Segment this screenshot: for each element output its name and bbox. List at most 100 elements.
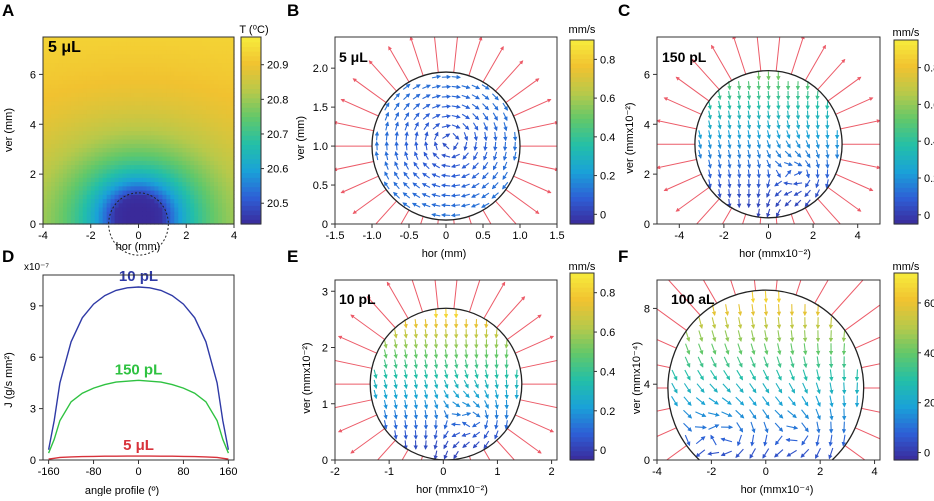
heatmap-cell-A [95, 109, 100, 114]
heatmap-cell-A [206, 169, 211, 174]
heatmap-cell-A [131, 118, 136, 123]
heatmap-cell-A [115, 139, 120, 144]
flow-arrow-B [394, 192, 400, 198]
ylabel-D: J (g/s mm²) [3, 352, 15, 408]
heatmap-cell-A [154, 156, 159, 161]
heatmap-cell-A [103, 105, 108, 110]
heatmap-cell-A [55, 63, 60, 68]
heatmap-cell-A [135, 105, 140, 110]
colorbar-cell-E [570, 334, 594, 339]
heatmap-cell-A [63, 182, 68, 187]
heatmap-cell-A [226, 75, 231, 80]
colorbar-cell-A [241, 187, 261, 192]
flow-arrow-F [752, 317, 754, 328]
heatmap-cell-A [174, 71, 179, 76]
heatmap-cell-A [55, 148, 60, 153]
heatmap-cell-A [75, 105, 80, 110]
heatmap-cell-A [107, 105, 112, 110]
heatmap-cell-A [55, 84, 60, 89]
heatmap-cell-A [146, 182, 151, 187]
heatmap-cell-A [103, 58, 108, 63]
heatmap-cell-A [71, 203, 76, 208]
flow-arrow-E [464, 380, 468, 388]
flow-arrow-C [796, 141, 800, 148]
flow-arrow-B [413, 183, 420, 188]
flow-arrow-C [805, 180, 810, 187]
heatmap-cell-A [150, 199, 155, 204]
heatmap-cell-A [63, 67, 68, 72]
heatmap-cell-A [210, 203, 215, 208]
flow-arrow-E [405, 370, 407, 378]
colorbar-cell-E [570, 427, 594, 432]
heatmap-cell-A [115, 118, 120, 123]
heatmap-cell-A [139, 109, 144, 114]
colorbar-cell-B [570, 196, 594, 201]
flow-arrow-F [844, 396, 845, 407]
heatmap-cell-A [194, 199, 199, 204]
flow-arrow-B [406, 132, 407, 140]
external-flux-arrow-C [733, 36, 746, 74]
heatmap-cell-A [83, 109, 88, 114]
heatmap-cell-A [59, 199, 64, 204]
heatmap-cell-A [190, 152, 195, 157]
heatmap-cell-A [119, 97, 124, 102]
heatmap-cell-A [170, 190, 175, 195]
colorbar-title-C: mm/s [893, 27, 920, 39]
flow-arrow-B [503, 113, 507, 121]
colorbar-cell-F [894, 418, 918, 423]
flow-arrow-E [444, 431, 449, 438]
flow-arrow-E [405, 430, 406, 439]
colorbar-cell-E [570, 292, 594, 297]
colorbar-cell-B [570, 178, 594, 183]
heatmap-cell-A [99, 84, 104, 89]
heatmap-cell-A [194, 182, 199, 187]
flow-arrow-F [736, 384, 743, 393]
heatmap-cell-A [111, 75, 116, 80]
heatmap-cell-A [218, 148, 223, 153]
colorbar-cell-F [894, 352, 918, 357]
heatmap-cell-A [150, 135, 155, 140]
heatmap-cell-A [55, 207, 60, 212]
heatmap-cell-A [51, 190, 56, 195]
flow-arrow-C [758, 120, 759, 128]
heatmap-cell-A [63, 194, 68, 199]
heatmap-cell-A [51, 182, 56, 187]
heatmap-cell-A [111, 148, 116, 153]
flow-arrow-C [719, 121, 721, 129]
colorbar-cell-F [894, 409, 918, 414]
heatmap-cell-A [103, 67, 108, 72]
heatmap-cell-A [107, 156, 112, 161]
heatmap-cell-A [182, 71, 187, 76]
heatmap-cell-A [206, 190, 211, 195]
heatmap-cell-A [87, 37, 92, 42]
heatmap-cell-A [154, 41, 159, 46]
heatmap-cell-A [190, 126, 195, 131]
heatmap-cell-A [75, 186, 80, 191]
heatmap-cell-A [107, 207, 112, 212]
y-multiplier-D: x10⁻⁷ [24, 262, 49, 273]
heatmap-cell-A [162, 156, 167, 161]
heatmap-cell-A [47, 131, 52, 136]
heatmap-cell-A [67, 143, 72, 148]
flow-arrow-B [442, 155, 450, 157]
external-flux-arrow-C [840, 160, 880, 168]
heatmap-cell-A [119, 109, 124, 114]
heatmap-cell-A [166, 75, 171, 80]
heatmap-cell-A [75, 135, 80, 140]
heatmap-cell-A [127, 122, 132, 127]
flow-arrow-F [831, 317, 832, 328]
heatmap-cell-A [174, 165, 179, 170]
heatmap-cell-A [43, 186, 48, 191]
flow-arrow-F [724, 357, 729, 367]
flow-arrow-F [788, 397, 795, 406]
flow-arrow-B [442, 116, 450, 117]
heatmap-cell-A [182, 165, 187, 170]
flow-arrow-B [442, 125, 450, 127]
colorbar-cell-F [894, 324, 918, 329]
heatmap-cell-A [186, 177, 191, 182]
heatmap-cell-A [214, 177, 219, 182]
heatmap-cell-A [182, 177, 187, 182]
flow-arrow-B [452, 154, 460, 157]
heatmap-cell-A [166, 131, 171, 136]
